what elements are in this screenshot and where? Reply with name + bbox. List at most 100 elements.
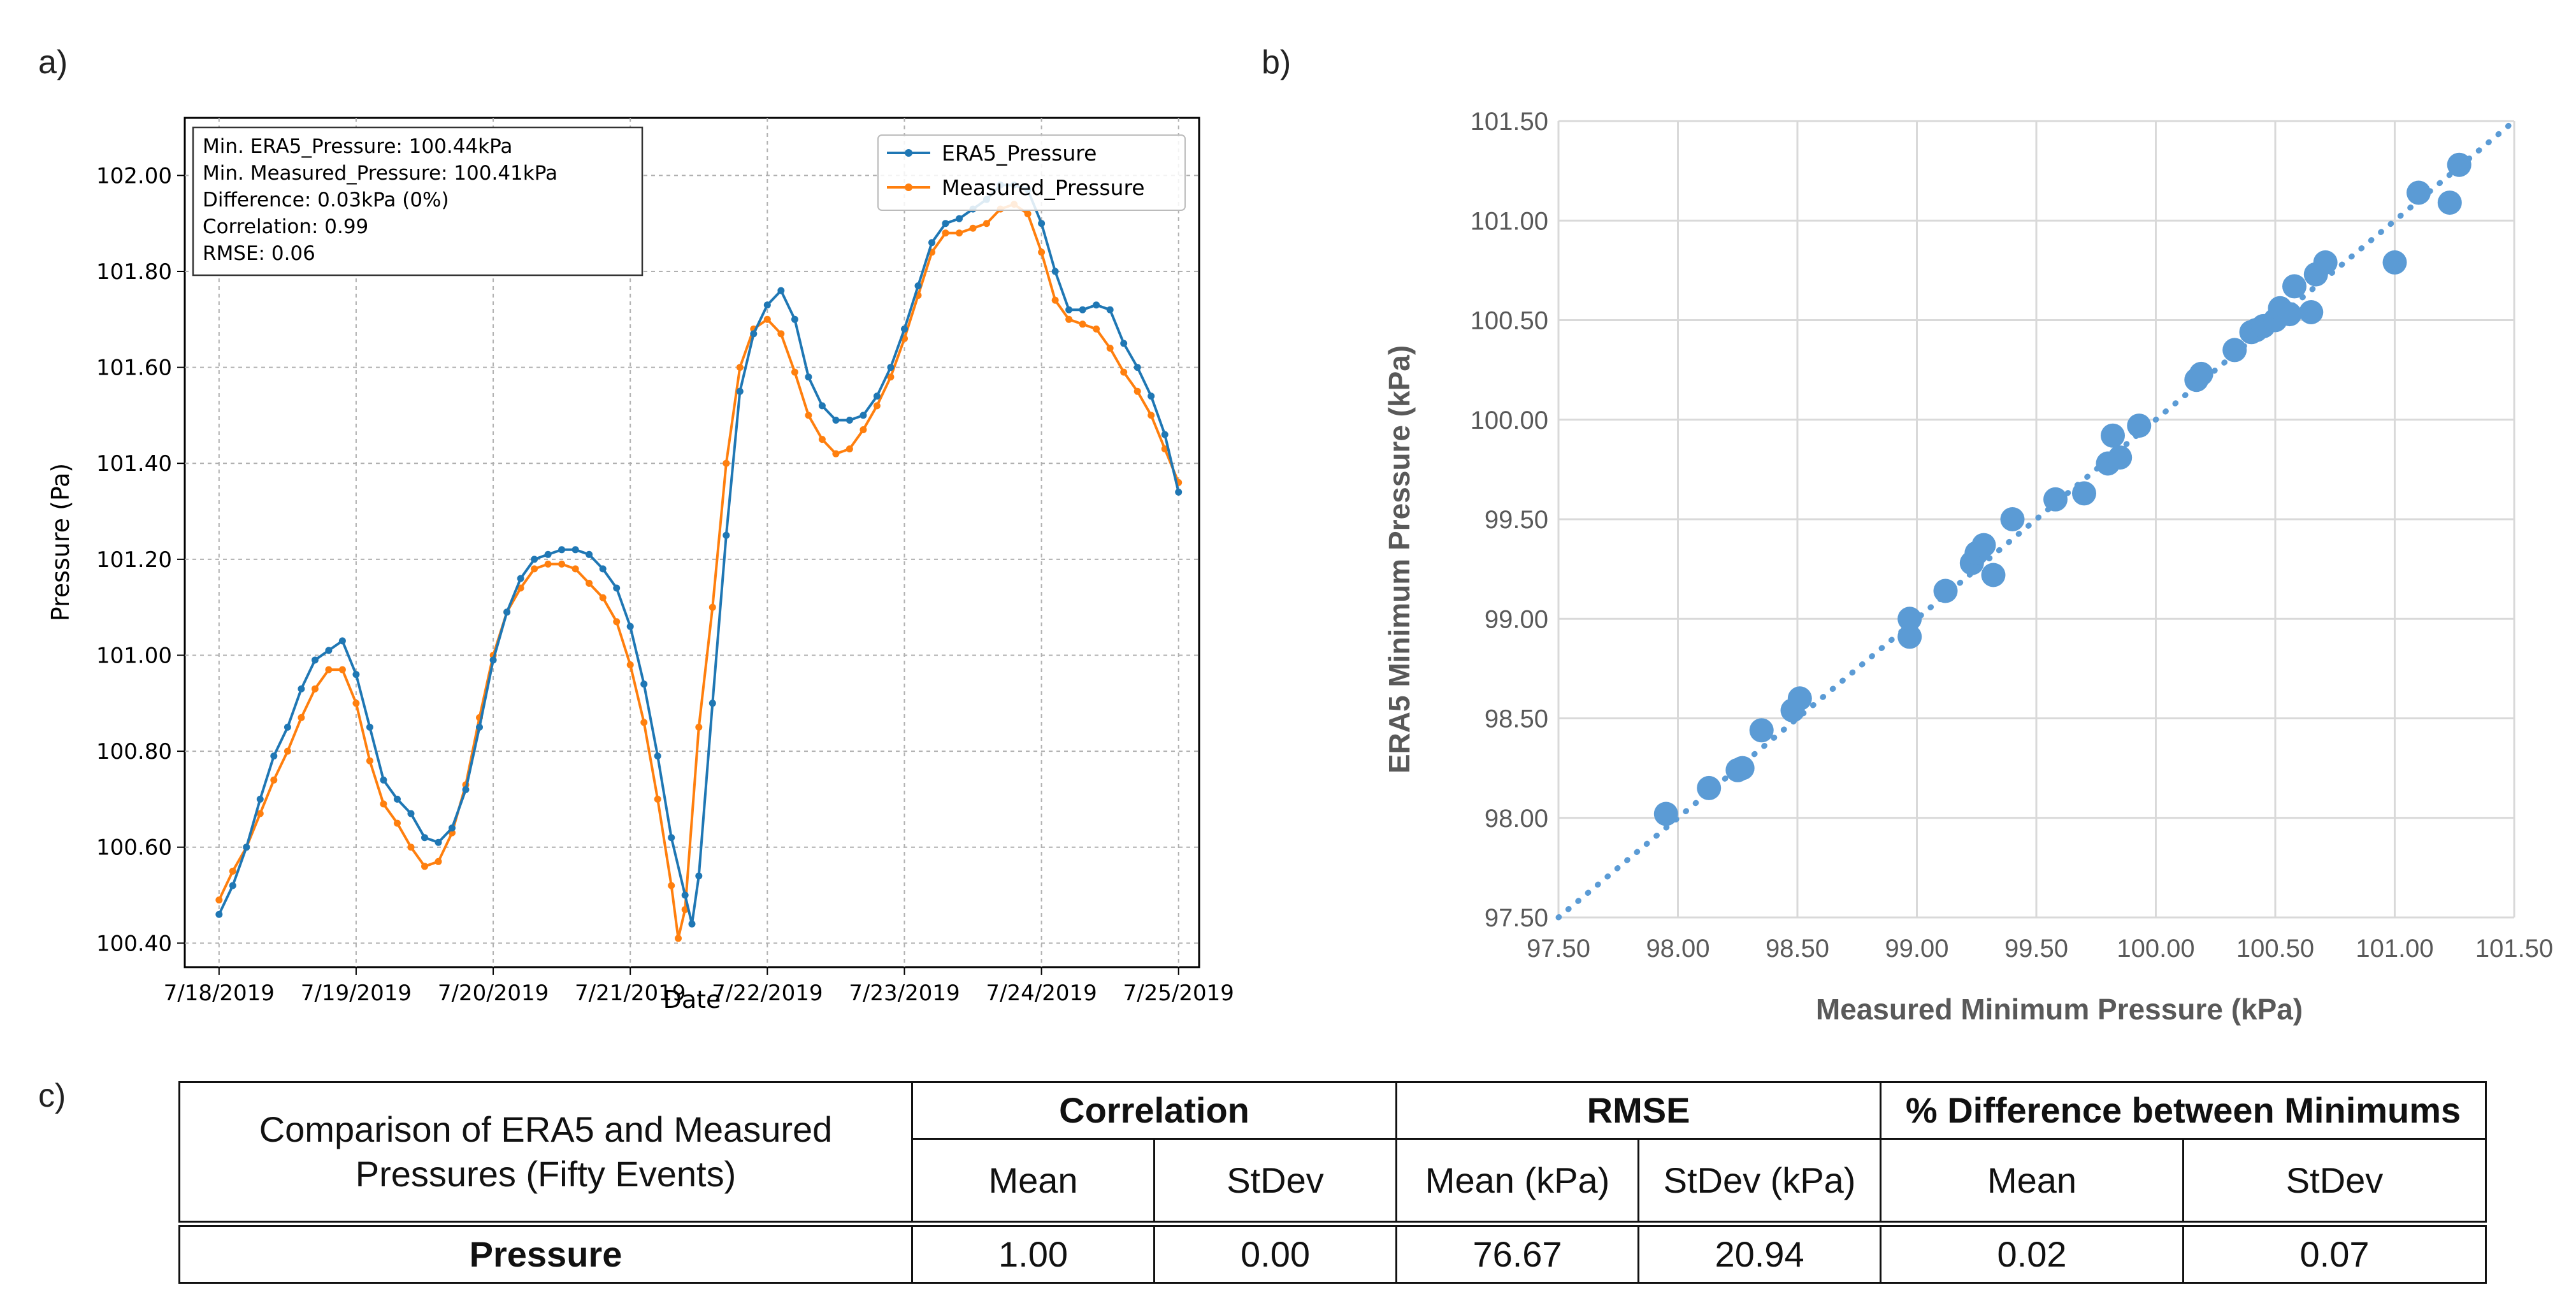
chart-a-time-series: 100.40 100.60 100.80 101.00 101.20 101.40 101.… bbox=[47, 117, 1234, 1014]
series-point-era5-pressure bbox=[1065, 306, 1073, 313]
series-point-measured-pressure bbox=[777, 330, 785, 338]
series-point-measured-pressure bbox=[352, 700, 360, 707]
series-point-measured-pressure bbox=[599, 594, 607, 601]
series-point-era5-pressure bbox=[325, 647, 333, 654]
series-point-era5-pressure bbox=[338, 637, 346, 645]
series-point-era5-pressure bbox=[681, 891, 689, 899]
series-point-measured-pressure bbox=[311, 685, 319, 693]
series-line-era5-pressure bbox=[217, 183, 1180, 926]
chart-a-ytick-label: 100.40 bbox=[96, 931, 172, 956]
table-subheader-diff-stdev: StDev bbox=[2182, 1137, 2487, 1227]
chart-b-ytick-label: 100.50 bbox=[1471, 307, 1548, 335]
chart-b-xtick-label: 98.00 bbox=[1646, 935, 1709, 963]
chart-b-ytick-label: 101.00 bbox=[1471, 207, 1548, 235]
series-point-measured-pressure bbox=[517, 584, 524, 592]
table-group-correlation: Correlation bbox=[910, 1081, 1398, 1140]
chart-b-point bbox=[2437, 190, 2462, 215]
stats-difference: Difference: 0.03kPa (0%) bbox=[203, 189, 449, 212]
table-row-label-pressure: Pressure bbox=[178, 1223, 913, 1284]
series-point-measured-pressure bbox=[394, 819, 401, 827]
chart-a-xtick-label: 7/23/2019 bbox=[849, 981, 960, 1006]
chart-b-point bbox=[1933, 578, 1958, 603]
chart-b-ytick-label: 98.50 bbox=[1485, 705, 1548, 733]
table-group-rmse: RMSE bbox=[1395, 1081, 1882, 1140]
chart-b-point bbox=[2277, 302, 2302, 327]
chart-a-ytick-label: 101.00 bbox=[96, 643, 172, 668]
series-point-era5-pressure bbox=[777, 287, 785, 294]
series-point-measured-pressure bbox=[229, 867, 236, 875]
chart-a-xtick-label: 7/24/2019 bbox=[986, 981, 1097, 1006]
comparison-table: Comparison of ERA5 and Measured Pressure… bbox=[178, 1081, 2487, 1284]
chart-a-ytick-label: 100.60 bbox=[96, 835, 172, 861]
series-point-measured-pressure bbox=[763, 315, 771, 323]
chart-b-point bbox=[2447, 152, 2472, 177]
series-point-measured-pressure bbox=[983, 220, 990, 227]
chart-a-xtick-label: 7/19/2019 bbox=[301, 981, 412, 1006]
series-point-era5-pressure bbox=[1038, 220, 1046, 227]
series-point-measured-pressure bbox=[723, 459, 730, 467]
chart-a-ytick-label: 100.80 bbox=[96, 739, 172, 765]
series-point-era5-pressure bbox=[586, 550, 593, 558]
chart-b-ytick-label: 99.00 bbox=[1485, 605, 1548, 633]
chart-b-ytick-label: 97.50 bbox=[1485, 904, 1548, 932]
series-point-measured-pressure bbox=[338, 666, 346, 673]
table-group-pct-difference: % Difference between Minimums bbox=[1880, 1081, 2487, 1140]
chart-b-xtick-label: 99.00 bbox=[1885, 935, 1948, 963]
chart-a-ytick-label: 101.40 bbox=[96, 451, 172, 477]
series-point-era5-pressure bbox=[572, 546, 579, 554]
series-point-era5-pressure bbox=[435, 838, 442, 846]
series-point-era5-pressure bbox=[599, 565, 607, 573]
chart-b-point bbox=[2108, 445, 2133, 470]
series-point-measured-pressure bbox=[215, 896, 223, 904]
chart-b-xtick-label: 100.00 bbox=[2117, 935, 2194, 963]
series-point-measured-pressure bbox=[887, 373, 895, 381]
series-point-measured-pressure bbox=[558, 560, 566, 568]
series-point-measured-pressure bbox=[435, 858, 442, 865]
legend-era5-label: ERA5_Pressure bbox=[942, 141, 1097, 166]
series-point-era5-pressure bbox=[1051, 268, 1059, 275]
series-point-measured-pressure bbox=[969, 224, 977, 232]
series-point-measured-pressure bbox=[298, 714, 305, 721]
series-point-era5-pressure bbox=[1093, 301, 1100, 309]
chart-a-xtick-label: 7/25/2019 bbox=[1123, 981, 1234, 1006]
series-point-measured-pressure bbox=[709, 603, 716, 611]
chart-b-point bbox=[2072, 481, 2096, 506]
series-point-era5-pressure bbox=[394, 795, 401, 803]
chart-b-xtick-label: 101.00 bbox=[2356, 935, 2433, 963]
series-point-measured-pressure bbox=[873, 402, 881, 410]
series-point-measured-pressure bbox=[805, 412, 812, 419]
series-point-era5-pressure bbox=[243, 844, 250, 851]
series-point-era5-pressure bbox=[352, 671, 360, 679]
chart-b-point bbox=[2222, 338, 2247, 363]
table-cell-corr-mean: 1.00 bbox=[911, 1223, 1155, 1284]
series-point-era5-pressure bbox=[215, 910, 223, 918]
series-point-measured-pressure bbox=[845, 445, 853, 453]
series-point-measured-pressure bbox=[325, 666, 333, 673]
series-point-era5-pressure bbox=[298, 685, 305, 693]
chart-b-scatter: 97.50 97.50 98.00 98.00 98.50 98.50 99.00 99.00… bbox=[1383, 108, 2553, 1026]
series-point-measured-pressure bbox=[531, 565, 538, 573]
series-point-measured-pressure bbox=[791, 368, 798, 376]
chart-a-xtick-label: 7/18/2019 bbox=[164, 981, 275, 1006]
chart-b-point bbox=[1749, 718, 1774, 743]
series-point-measured-pressure bbox=[668, 882, 675, 889]
chart-a-xtick-label: 7/22/2019 bbox=[712, 981, 823, 1006]
series-point-era5-pressure bbox=[1120, 340, 1128, 347]
series-point-era5-pressure bbox=[380, 776, 387, 784]
series-point-era5-pressure bbox=[709, 700, 716, 707]
chart-b-point bbox=[2127, 413, 2152, 438]
chart-b-point bbox=[1897, 607, 1922, 631]
series-point-measured-pressure bbox=[818, 436, 826, 443]
chart-b-point bbox=[1787, 686, 1812, 711]
series-point-era5-pressure bbox=[531, 556, 538, 563]
table-subheader-rmse-stdev: StDev (kPa) bbox=[1637, 1137, 1882, 1227]
series-point-era5-pressure bbox=[887, 364, 895, 371]
series-point-era5-pressure bbox=[736, 387, 744, 395]
series-point-era5-pressure bbox=[256, 795, 264, 803]
series-point-era5-pressure bbox=[311, 656, 319, 664]
series-point-era5-pressure bbox=[544, 550, 552, 558]
table-cell-diff-stdev: 0.07 bbox=[2182, 1223, 2487, 1284]
legend-measured-marker bbox=[905, 183, 912, 191]
series-point-measured-pressure bbox=[572, 565, 579, 573]
chart-b-grid bbox=[1557, 120, 2515, 919]
